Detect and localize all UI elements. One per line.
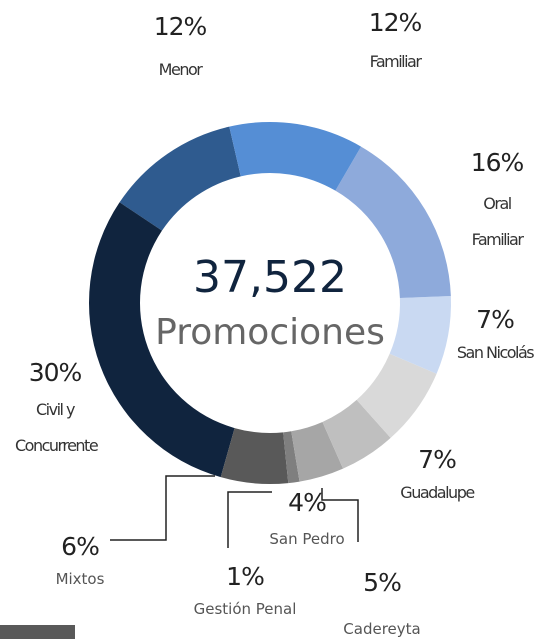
value-label: 12% xyxy=(368,8,423,37)
value-label: 12% xyxy=(153,12,208,41)
category-label: Familiar xyxy=(369,52,422,71)
value-label: 7% xyxy=(476,305,515,334)
value-label: 16% xyxy=(470,148,525,177)
donut-segment xyxy=(291,421,344,482)
donut-segment xyxy=(89,202,235,478)
leader-line xyxy=(321,488,359,542)
leader-line xyxy=(227,491,272,548)
center-value: 37,522 xyxy=(193,252,347,303)
value-label: 6% xyxy=(61,532,100,561)
donut-segment xyxy=(283,431,300,484)
category-label: San Nicolás xyxy=(456,343,535,362)
category-label: Civil y Concurrente xyxy=(15,400,99,455)
donut-segment xyxy=(322,399,391,469)
value-label: 30% xyxy=(28,358,83,387)
category-label: San Pedro xyxy=(269,530,345,548)
donut-segment xyxy=(335,146,451,299)
value-label: 7% xyxy=(418,445,457,474)
category-label: Guadalupe xyxy=(400,483,475,502)
category-label: Gestión Penal xyxy=(193,600,297,618)
corner-bar xyxy=(0,625,75,639)
value-label: 5% xyxy=(363,568,402,597)
value-label: 4% xyxy=(288,488,327,517)
leader-line xyxy=(110,475,215,541)
category-label: Cadereyta xyxy=(343,620,421,638)
value-label: 1% xyxy=(226,562,265,591)
category-label: Mixtos xyxy=(55,570,105,588)
leader-lines xyxy=(110,475,359,548)
category-label: Menor xyxy=(158,60,203,79)
center-label: Promociones xyxy=(155,312,385,353)
category-label: Oral Familiar xyxy=(471,194,524,249)
donut-segment xyxy=(389,296,451,374)
donut-segment xyxy=(356,353,437,438)
donut-segment xyxy=(119,126,241,231)
donut-segment xyxy=(220,428,289,484)
donut-segment xyxy=(229,122,362,191)
